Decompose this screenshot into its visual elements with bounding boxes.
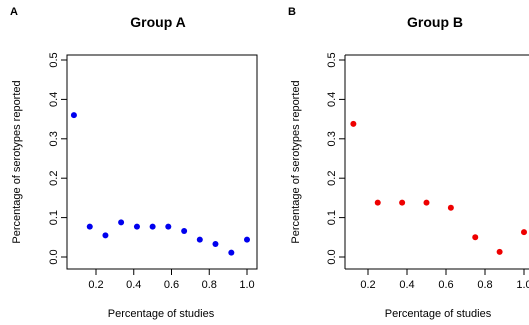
panel-a-x-tick-label: 0.6 bbox=[164, 279, 179, 291]
panel-b-points bbox=[350, 120, 527, 255]
panel-a-x-tick-label: 0.4 bbox=[126, 279, 141, 291]
panel-a-data-point bbox=[196, 236, 203, 243]
panel-b-data-point bbox=[374, 199, 381, 206]
panel-b-y-ticks: 0.0 0.1 0.2 0.3 0.4 0.5 bbox=[326, 52, 345, 265]
panel-a-data-point bbox=[181, 227, 188, 234]
panel-a-data-point bbox=[86, 223, 93, 230]
panel-b-y-tick-label: 0.4 bbox=[326, 92, 338, 107]
panel-a-x-tick-label: 1.0 bbox=[239, 279, 254, 291]
panel-b-y-tick-label: 0.5 bbox=[326, 52, 338, 67]
panel-a-x-tick-label: 0.2 bbox=[88, 279, 103, 291]
panel-a-title: Group A bbox=[130, 14, 185, 30]
panel-a-y-ticks: 0.0 0.1 0.2 0.3 0.4 0.5 bbox=[48, 52, 67, 265]
panel-a-x-axis-label: Percentage of studies bbox=[108, 308, 215, 320]
panel-b-data-point bbox=[472, 234, 479, 241]
panel-b-x-tick-label: 0.6 bbox=[438, 279, 453, 291]
panel-a-data-point bbox=[228, 249, 235, 256]
panel-a-plot-frame bbox=[66, 54, 258, 270]
panel-a-data-point bbox=[212, 240, 219, 247]
panel-a-x-ticks: 0.2 0.4 0.6 0.8 1.0 bbox=[88, 269, 255, 291]
panel-a-y-tick-label: 0.4 bbox=[48, 92, 60, 107]
panel-b-label: B bbox=[288, 6, 296, 18]
panel-b-x-tick-label: 0.2 bbox=[360, 279, 375, 291]
panel-b: B Group B Percentage of studies Percenta… bbox=[288, 6, 529, 320]
panel-a-y-tick-label: 0.3 bbox=[48, 131, 60, 146]
panel-b-data-point bbox=[399, 199, 406, 206]
panel-b-y-tick-label: 0.0 bbox=[326, 249, 338, 264]
panel-a-y-axis-label: Percentage of serotypes reported bbox=[11, 80, 23, 243]
panel-b-data-point bbox=[350, 120, 357, 127]
panel-a-data-point bbox=[70, 112, 77, 119]
panel-b-title: Group B bbox=[407, 14, 463, 30]
panel-a-label: A bbox=[10, 6, 18, 18]
panel-a: A Group A Percentage of studies Percenta… bbox=[10, 6, 258, 320]
panel-a-data-point bbox=[149, 223, 156, 230]
panel-a-y-tick-label: 0.2 bbox=[48, 171, 60, 186]
panel-a-data-point bbox=[102, 232, 109, 239]
panel-a-y-tick-label: 0.0 bbox=[48, 249, 60, 264]
panel-a-data-point bbox=[133, 223, 140, 230]
panel-a-points bbox=[70, 112, 250, 256]
panel-b-x-tick-label: 0.8 bbox=[477, 279, 492, 291]
panel-a-y-tick-label: 0.1 bbox=[48, 210, 60, 225]
panel-a-x-tick-label: 0.8 bbox=[202, 279, 217, 291]
panel-b-data-point bbox=[447, 204, 454, 211]
panel-b-data-point bbox=[423, 199, 430, 206]
panel-a-data-point bbox=[118, 219, 125, 226]
panel-b-x-tick-label: 0.4 bbox=[399, 279, 414, 291]
panel-b-x-ticks: 0.2 0.4 0.6 0.8 1.0 bbox=[360, 269, 529, 291]
panel-a-data-point bbox=[165, 223, 172, 230]
panel-b-x-axis-label: Percentage of studies bbox=[385, 308, 492, 320]
panel-a-y-tick-label: 0.5 bbox=[48, 52, 60, 67]
panel-b-data-point bbox=[521, 229, 527, 236]
panel-b-x-tick-label: 1.0 bbox=[516, 279, 529, 291]
panel-b-y-tick-label: 0.1 bbox=[326, 210, 338, 225]
panel-b-y-tick-label: 0.3 bbox=[326, 131, 338, 146]
panel-b-y-axis-label: Percentage of serotypes reported bbox=[290, 80, 302, 243]
panel-b-data-point bbox=[496, 248, 503, 255]
panel-b-y-tick-label: 0.2 bbox=[326, 171, 338, 186]
panel-a-data-point bbox=[244, 236, 250, 243]
